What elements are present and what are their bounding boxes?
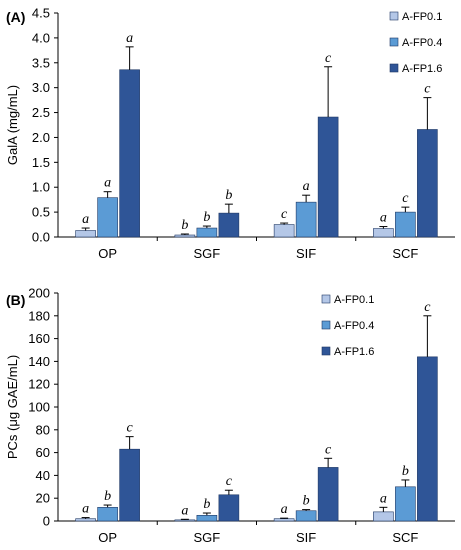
significance-letter: b [303,494,310,509]
x-tick-label: OP [98,530,117,545]
y-tick-label: 200 [28,286,50,301]
y-tick-label: 20 [36,491,50,506]
significance-letter: c [325,51,332,66]
y-tick-label: 40 [36,468,50,483]
legend-swatch [321,294,331,304]
x-tick-label: SGF [194,530,221,545]
x-tick-label: SGF [194,246,221,261]
bar-a-fp0-1-sif [273,518,295,522]
y-axis-label: PCs (μg GAE/mL) [5,355,20,459]
significance-letter: a [82,212,89,227]
panel-label: (B) [6,292,25,308]
y-tick-label: 3.0 [32,80,50,95]
bar-a-fp1-6-op [119,448,140,522]
bar-a-fp1-6-scf [417,356,438,522]
y-axis-label: GalA (mg/mL) [5,85,20,165]
y-tick-label: 4.5 [32,6,50,21]
legend-label: A-FP0.1 [402,11,442,23]
significance-letter: b [203,210,210,225]
bar-a-fp1-6-op [119,69,140,238]
significance-letter: a [281,502,288,517]
y-tick-label: 80 [36,422,50,437]
y-tick-label: 180 [28,308,50,323]
significance-letter: b [181,218,188,233]
bar-a-fp0-4-op [97,507,118,522]
significance-letter: b [225,188,232,203]
y-tick-label: 4.0 [32,30,50,45]
y-tick-label: 0.0 [32,230,50,245]
legend-label: A-FP1.6 [334,346,374,358]
significance-letter: a [380,491,387,506]
significance-letter: c [424,82,431,97]
bar-a-fp0-4-sif [295,510,317,522]
bar-a-fp0-4-op [97,197,118,238]
bar-a-fp0-1-sgf [174,519,196,522]
y-tick-label: 1.0 [32,180,50,195]
y-tick-label: 100 [28,400,50,415]
legend-swatch [389,37,399,47]
bar-a-fp0-4-sgf [196,227,218,238]
significance-letter: c [424,300,431,315]
bar-a-fp1-6-sgf [218,494,240,522]
y-tick-label: 2.5 [32,105,50,120]
y-tick-label: 60 [36,445,50,460]
significance-letter: b [402,464,409,479]
y-tick-label: 1.5 [32,155,50,170]
bar-a-fp1-6-sif [317,116,339,238]
bar-a-fp1-6-sif [317,467,339,522]
legend-label: A-FP0.1 [334,294,374,306]
bar-a-fp1-6-sgf [218,212,240,238]
y-tick-label: 3.5 [32,55,50,70]
significance-letter: c [281,207,288,222]
bar-a-fp0-4-sgf [196,514,218,522]
legend-swatch [389,11,399,21]
significance-letter: c [226,474,233,489]
y-tick-label: 160 [28,331,50,346]
bar-a-fp0-4-sif [295,201,317,238]
x-tick-label: SCF [392,246,418,261]
bar-a-fp0-4-scf [395,486,416,522]
significance-letter: a [126,31,133,46]
panel-label: (A) [6,9,25,25]
significance-letter: b [203,497,210,512]
y-tick-label: 120 [28,377,50,392]
panel-a: (A) 0.0 0.5 1.0 1.5 2.0 2.5 3.0 3.5 4.0 4.5 GalA (m… [5,6,455,261]
significance-letter: a [181,503,188,518]
legend-swatch [321,320,331,330]
y-tick-label: 2.0 [32,130,50,145]
bar-a-fp0-1-scf [373,511,394,522]
significance-letter: c [325,442,332,457]
significance-letter: a [303,179,310,194]
bar-a-fp1-6-scf [417,129,438,238]
x-tick-label: SIF [296,530,316,545]
bar-a-fp0-1-sif [273,224,295,238]
y-tick-label: 140 [28,354,50,369]
legend-swatch [389,63,399,73]
significance-letter: c [127,421,134,436]
bar-a-fp0-1-sgf [174,234,196,238]
panel-b: (B) 0 20 40 60 80 100 120 140 160 180 200 PCs (μg GA… [5,286,455,545]
x-tick-label: OP [98,246,117,261]
legend-label: A-FP0.4 [334,320,374,332]
bar-a-fp0-1-op [75,518,96,522]
legend-label: A-FP0.4 [402,37,442,49]
significance-letter: a [380,211,387,226]
significance-letter: b [104,489,111,504]
x-tick-label: SCF [392,530,418,545]
bar-a-fp0-1-op [75,230,96,238]
significance-letter: a [104,176,111,191]
significance-letter: c [402,191,409,206]
legend-swatch [321,346,331,356]
legend-label: A-FP1.6 [402,63,442,75]
significance-letter: a [82,502,89,517]
y-tick-label: 0 [43,514,50,529]
y-tick-label: 0.5 [32,205,50,220]
x-tick-label: SIF [296,246,316,261]
bar-a-fp0-1-scf [373,228,394,238]
bar-a-fp0-4-scf [395,211,416,238]
